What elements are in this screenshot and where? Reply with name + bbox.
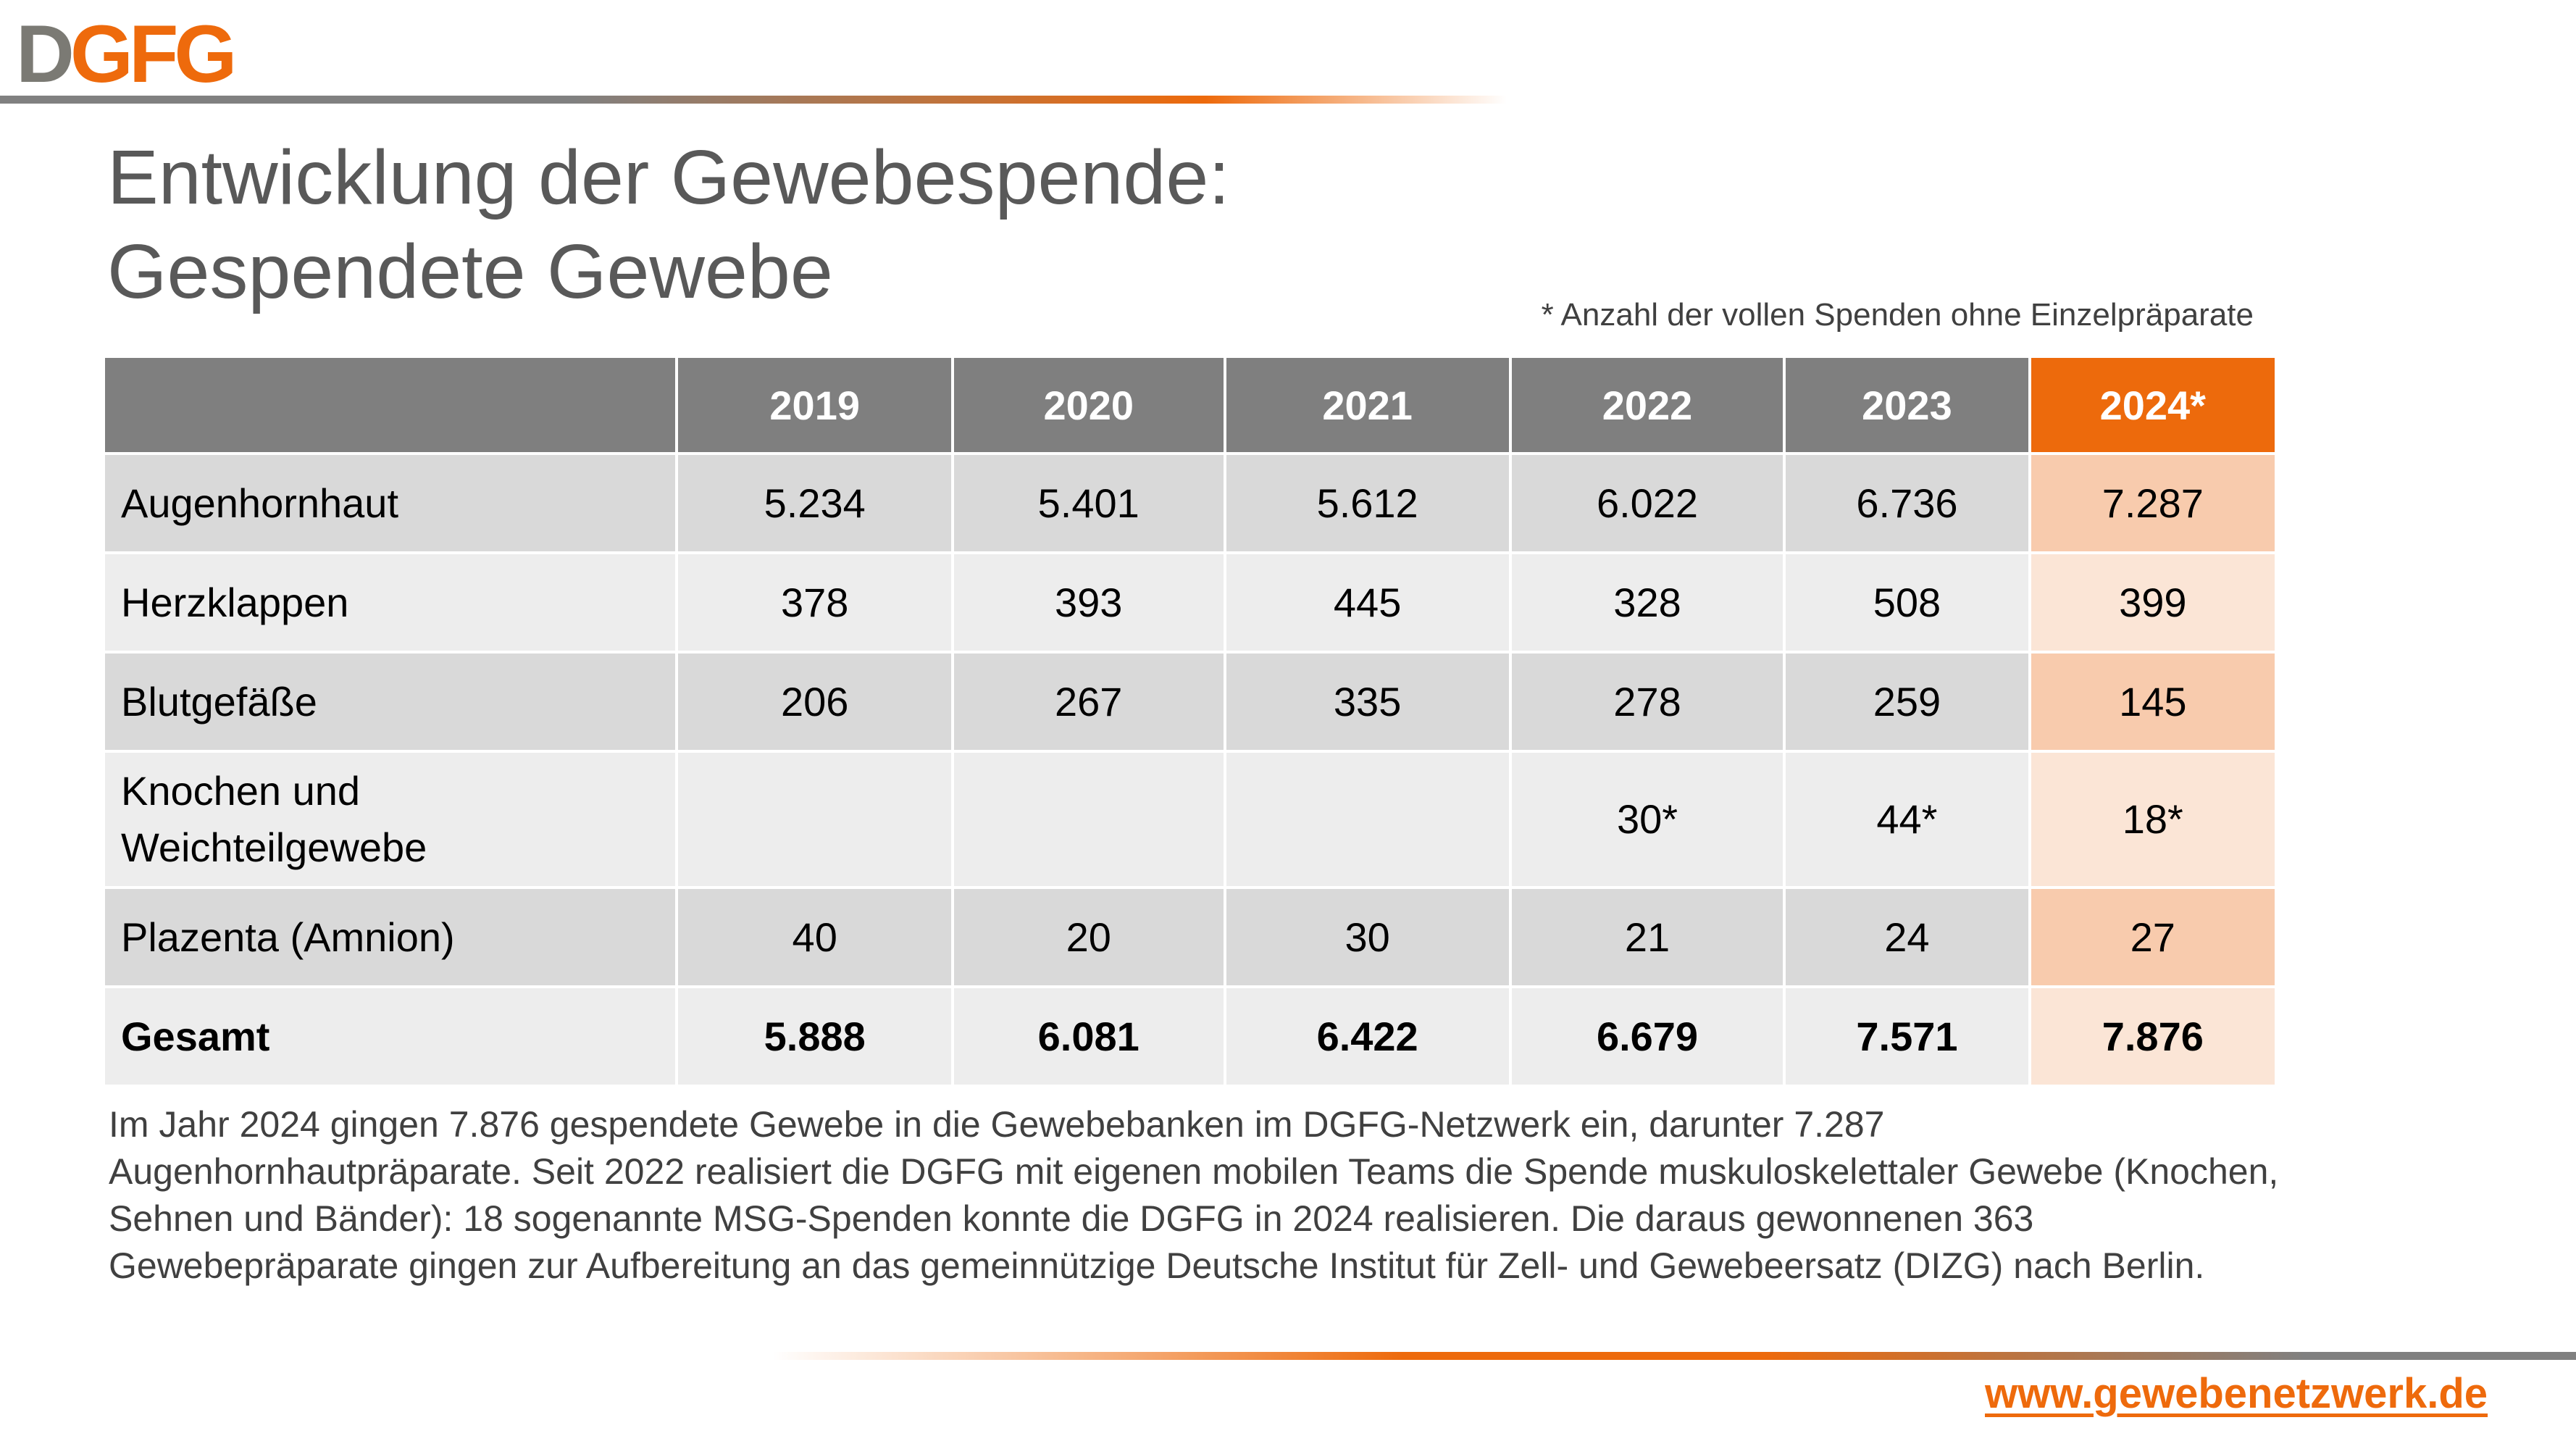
cell: 20 bbox=[953, 889, 1224, 985]
cell: 27 bbox=[2031, 889, 2275, 985]
page-title: Entwicklung der Gewebespende: Gespendete… bbox=[107, 135, 1230, 314]
cell: 508 bbox=[1786, 554, 2028, 651]
cell: 5.612 bbox=[1226, 455, 1509, 551]
cell: 5.234 bbox=[678, 455, 951, 551]
cell: 5.401 bbox=[953, 455, 1224, 551]
cell: 6.022 bbox=[1511, 455, 1783, 551]
cell: 328 bbox=[1511, 554, 1783, 651]
cell bbox=[1226, 753, 1509, 886]
cell: 5.888 bbox=[678, 988, 951, 1085]
table-total-row: Gesamt 5.888 6.081 6.422 6.679 7.571 7.8… bbox=[105, 988, 2275, 1085]
bottom-gradient-line bbox=[772, 1352, 2576, 1360]
cell: 6.679 bbox=[1511, 988, 1783, 1085]
header-cell: 2021 bbox=[1226, 358, 1509, 452]
cell: 30 bbox=[1226, 889, 1509, 985]
table-row: Herzklappen 378 393 445 328 508 399 bbox=[105, 554, 2275, 651]
cell: 445 bbox=[1226, 554, 1509, 651]
cell bbox=[678, 753, 951, 886]
cell: 6.422 bbox=[1226, 988, 1509, 1085]
description-paragraph: Im Jahr 2024 gingen 7.876 gespendete Gew… bbox=[109, 1104, 2279, 1286]
top-gradient-line bbox=[0, 96, 1507, 104]
row-label: Knochen und Weichteilgewebe bbox=[105, 753, 676, 886]
cell: 393 bbox=[953, 554, 1224, 651]
cell: 259 bbox=[1786, 653, 2028, 750]
cell: 378 bbox=[678, 554, 951, 651]
header-cell: 2019 bbox=[678, 358, 951, 452]
cell: 6.081 bbox=[953, 988, 1224, 1085]
cell: 335 bbox=[1226, 653, 1509, 750]
cell: 40 bbox=[678, 889, 951, 985]
table-header-row: 2019 2020 2021 2022 2023 2024* bbox=[105, 358, 2275, 452]
cell: 7.876 bbox=[2031, 988, 2275, 1085]
table-row: Blutgefäße 206 267 335 278 259 145 bbox=[105, 653, 2275, 750]
header-cell: 2023 bbox=[1786, 358, 2028, 452]
website-link[interactable]: www.gewebenetzwerk.de bbox=[1985, 1370, 2488, 1417]
cell: 267 bbox=[953, 653, 1224, 750]
cell: 6.736 bbox=[1786, 455, 2028, 551]
cell: 145 bbox=[2031, 653, 2275, 750]
header-cell bbox=[105, 358, 676, 452]
header-cell: 2022 bbox=[1511, 358, 1783, 452]
cell: 24 bbox=[1786, 889, 2028, 985]
cell bbox=[953, 753, 1224, 886]
table-row: Knochen und Weichteilgewebe 30* 44* 18* bbox=[105, 753, 2275, 886]
tissue-donation-table: 2019 2020 2021 2022 2023 2024* Augenhorn… bbox=[102, 355, 2278, 1087]
cell: 7.571 bbox=[1786, 988, 2028, 1085]
dgfg-logo: DGFG bbox=[16, 9, 238, 99]
cell: 30* bbox=[1511, 753, 1783, 886]
cell: 278 bbox=[1511, 653, 1783, 750]
row-label: Gesamt bbox=[105, 988, 676, 1085]
cell: 18* bbox=[2031, 753, 2275, 886]
table-row: Plazenta (Amnion) 40 20 30 21 24 27 bbox=[105, 889, 2275, 985]
row-label: Blutgefäße bbox=[105, 653, 676, 750]
footnote: * Anzahl der vollen Spenden ohne Einzelp… bbox=[1541, 297, 2254, 333]
row-label: Herzklappen bbox=[105, 554, 676, 651]
header-cell: 2020 bbox=[953, 358, 1224, 452]
cell: 21 bbox=[1511, 889, 1783, 985]
table-row: Augenhornhaut 5.234 5.401 5.612 6.022 6.… bbox=[105, 455, 2275, 551]
cell: 7.287 bbox=[2031, 455, 2275, 551]
row-label: Plazenta (Amnion) bbox=[105, 889, 676, 985]
cell: 399 bbox=[2031, 554, 2275, 651]
cell: 44* bbox=[1786, 753, 2028, 886]
cell: 206 bbox=[678, 653, 951, 750]
header-cell-highlight: 2024* bbox=[2031, 358, 2275, 452]
row-label: Augenhornhaut bbox=[105, 455, 676, 551]
